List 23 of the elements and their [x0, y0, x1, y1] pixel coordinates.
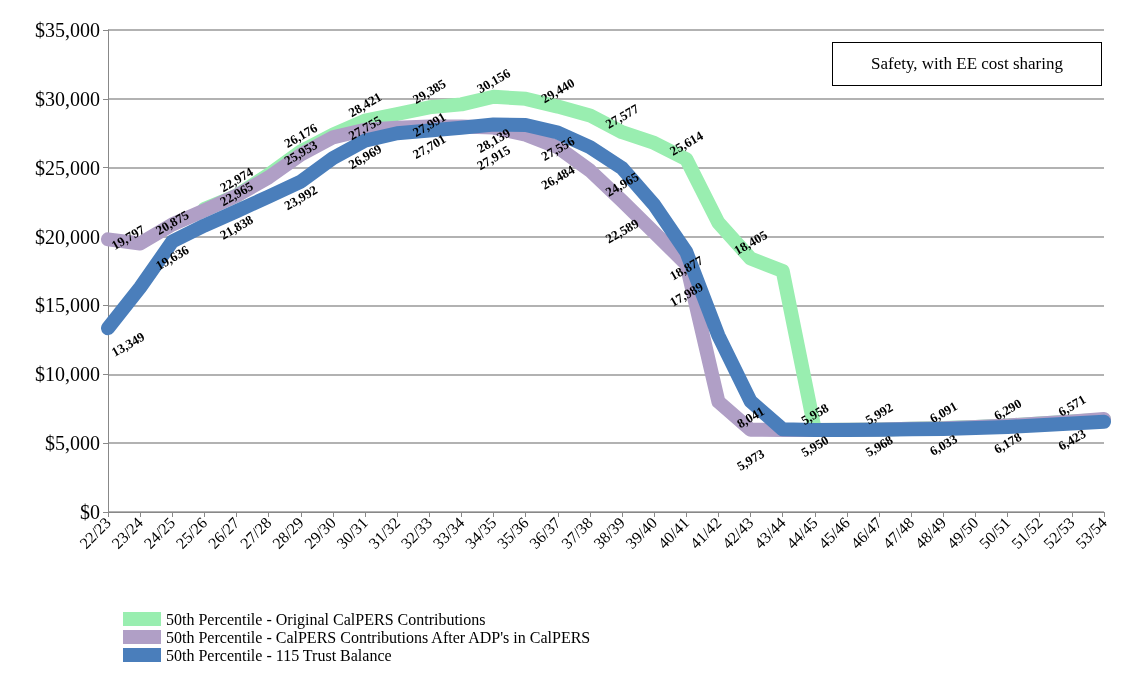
data-label: 6,033: [926, 430, 961, 459]
data-label: 6,571: [1055, 391, 1089, 420]
data-label: 5,950: [798, 432, 832, 460]
y-tick-label: $10,000: [35, 363, 100, 386]
y-tick-label: $15,000: [35, 294, 100, 317]
y-tick-label: $25,000: [35, 156, 100, 179]
legend-label: 50th Percentile - CalPERS Contributions After ADP's in CalPERS: [166, 628, 591, 646]
data-label: 6,091: [926, 398, 960, 426]
data-label: 8,041: [734, 403, 767, 432]
note-box: Safety, with EE cost sharing: [832, 42, 1102, 86]
data-label: 6,423: [1055, 425, 1089, 454]
data-label: 6,290: [991, 395, 1025, 424]
legend-label: 50th Percentile - 115 Trust Balance: [166, 646, 392, 664]
data-label: 5,973: [734, 445, 768, 474]
data-label: 5,968: [862, 431, 896, 460]
legend-label: 50th Percentile - Original CalPERS Contributions: [166, 610, 486, 629]
data-label: 5,992: [862, 399, 896, 428]
y-tick-label: $35,000: [35, 19, 100, 41]
data-label: 5,958: [798, 399, 832, 428]
y-tick-label: $20,000: [35, 225, 100, 248]
data-label: 6,178: [991, 428, 1025, 457]
y-tick-label: $30,000: [35, 87, 100, 110]
y-tick-label: $5,000: [45, 432, 100, 455]
